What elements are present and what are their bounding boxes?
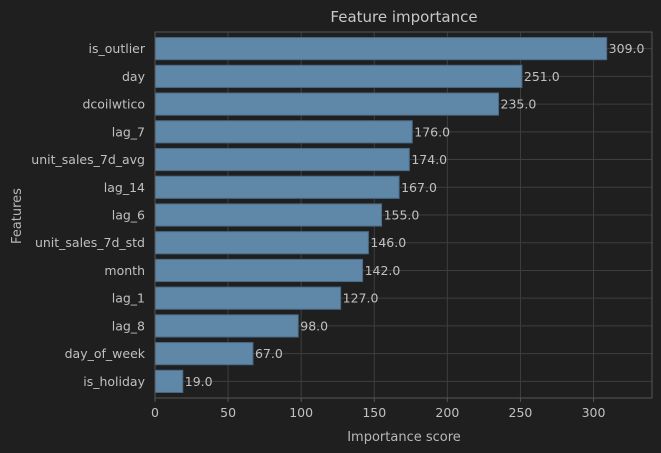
data-label-lag_8: 98.0 xyxy=(300,318,328,333)
y-tick-lag_6: lag_6 xyxy=(112,208,145,223)
bar-month xyxy=(154,258,364,283)
x-tick-200: 200 xyxy=(435,405,459,420)
data-label-dcoilwtico: 235.0 xyxy=(501,97,537,112)
data-label-unit_sales_7d_avg: 174.0 xyxy=(411,152,447,167)
x-tick-0: 0 xyxy=(151,405,159,420)
bars-group xyxy=(154,37,608,393)
data-label-day_of_week: 67.0 xyxy=(255,346,283,361)
x-tick-labels-group: 0 50 100 150 200 250 300 xyxy=(151,398,606,420)
data-label-unit_sales_7d_std: 146.0 xyxy=(370,235,406,250)
data-label-lag_1: 127.0 xyxy=(343,291,379,306)
y-tick-unit_sales_7d_avg: unit_sales_7d_avg xyxy=(31,152,145,167)
bar-lag_14 xyxy=(154,175,400,199)
bar-lag_1 xyxy=(154,286,342,310)
bar-dcoilwtico xyxy=(154,92,500,116)
y-tick-lag_7: lag_7 xyxy=(112,124,145,139)
y-tick-unit_sales_7d_std: unit_sales_7d_std xyxy=(35,235,145,250)
x-axis-label: Importance score xyxy=(347,430,461,445)
bar-is_outlier xyxy=(154,37,608,61)
y-tick-day_of_week: day_of_week xyxy=(65,346,146,361)
bar-lag_7 xyxy=(154,120,413,144)
x-tick-100: 100 xyxy=(289,405,313,420)
bar-day xyxy=(154,64,523,88)
y-tick-lag_1: lag_1 xyxy=(112,291,145,306)
data-label-lag_14: 167.0 xyxy=(401,180,437,195)
chart-title: Feature importance xyxy=(330,8,477,26)
bar-unit_sales_7d_std xyxy=(154,231,369,255)
x-tick-50: 50 xyxy=(220,405,236,420)
data-label-month: 142.0 xyxy=(365,263,401,278)
y-tick-lag_14: lag_14 xyxy=(104,180,145,195)
x-tick-300: 300 xyxy=(582,405,606,420)
plot-frame xyxy=(154,31,653,399)
bar-lag_6 xyxy=(154,203,383,227)
data-label-lag_6: 155.0 xyxy=(384,208,420,223)
y-tick-month: month xyxy=(104,263,145,278)
data-label-is_holiday: 19.0 xyxy=(185,374,213,389)
y-tick-is_outlier: is_outlier xyxy=(89,41,146,56)
x-tick-150: 150 xyxy=(362,405,386,420)
data-label-is_outlier: 309.0 xyxy=(609,41,645,56)
y-tick-day: day xyxy=(122,69,146,84)
y-tick-lag_8: lag_8 xyxy=(112,318,145,333)
bar-is_holiday xyxy=(154,369,184,393)
bar-unit_sales_7d_avg xyxy=(154,147,410,172)
bar-lag_8 xyxy=(154,314,299,338)
data-labels-group: 309.0 251.0 235.0 176.0 174.0 167.0 155.0 146.0… xyxy=(185,41,645,389)
y-axis-label: Features xyxy=(10,188,25,244)
data-label-day: 251.0 xyxy=(524,69,560,84)
bar-day_of_week xyxy=(154,342,254,366)
x-tick-250: 250 xyxy=(509,405,533,420)
y-tick-dcoilwtico: dcoilwtico xyxy=(82,97,145,112)
data-label-lag_7: 176.0 xyxy=(414,124,450,139)
y-tick-is_holiday: is_holiday xyxy=(83,374,145,389)
